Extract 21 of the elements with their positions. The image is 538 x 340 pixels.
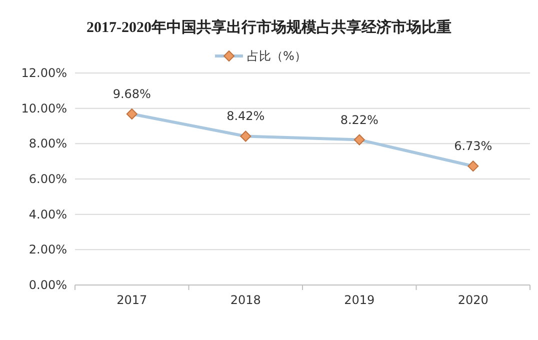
y-tick-label: 8.00% [28,136,67,151]
x-tick-label: 2020 [458,293,488,307]
point [468,160,479,172]
y-tick-label: 10.00% [21,101,67,116]
point [126,108,138,120]
data-label: 8.42% [226,109,265,124]
x-tick-label: 2017 [116,293,148,307]
y-tick-label: 2.00% [28,242,67,257]
data-label: 6.73% [454,139,492,154]
y-tick-label: 0.00% [28,278,67,292]
x-tick-label: 2018 [230,293,261,307]
y-tick-label: 6.00% [28,172,67,186]
data-label: 8.22% [340,112,378,127]
point [354,134,365,146]
legend-label: 占比（%） [247,49,306,63]
y-tick-label: 12.00% [21,66,67,80]
point [240,130,252,142]
y-tick-label: 4.00% [28,207,67,222]
x-tick-label: 2019 [344,293,375,307]
chart-title: 2017-2020年中国共享出行市场规模占共享经济市场比重 [86,18,452,36]
data-label: 9.68% [112,86,151,101]
